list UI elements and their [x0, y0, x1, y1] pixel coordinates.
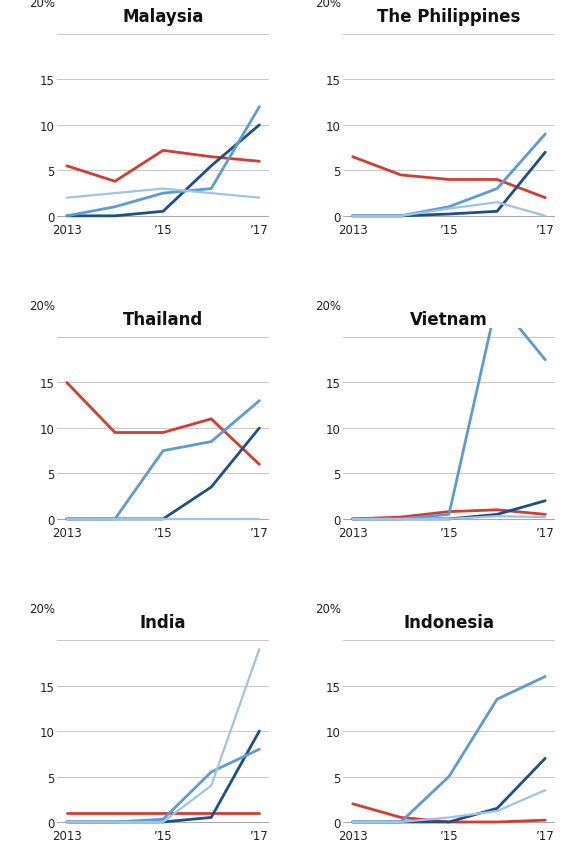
Text: 20%: 20%	[315, 300, 341, 313]
Title: Thailand: Thailand	[123, 311, 203, 328]
Text: 20%: 20%	[315, 0, 341, 10]
Title: India: India	[140, 613, 186, 631]
Title: Indonesia: Indonesia	[403, 613, 494, 631]
Text: 20%: 20%	[315, 603, 341, 616]
Text: 20%: 20%	[29, 603, 55, 616]
Title: Vietnam: Vietnam	[410, 311, 488, 328]
Title: Malaysia: Malaysia	[122, 8, 204, 26]
Text: 20%: 20%	[29, 300, 55, 313]
Text: 20%: 20%	[29, 0, 55, 10]
Title: The Philippines: The Philippines	[378, 8, 521, 26]
